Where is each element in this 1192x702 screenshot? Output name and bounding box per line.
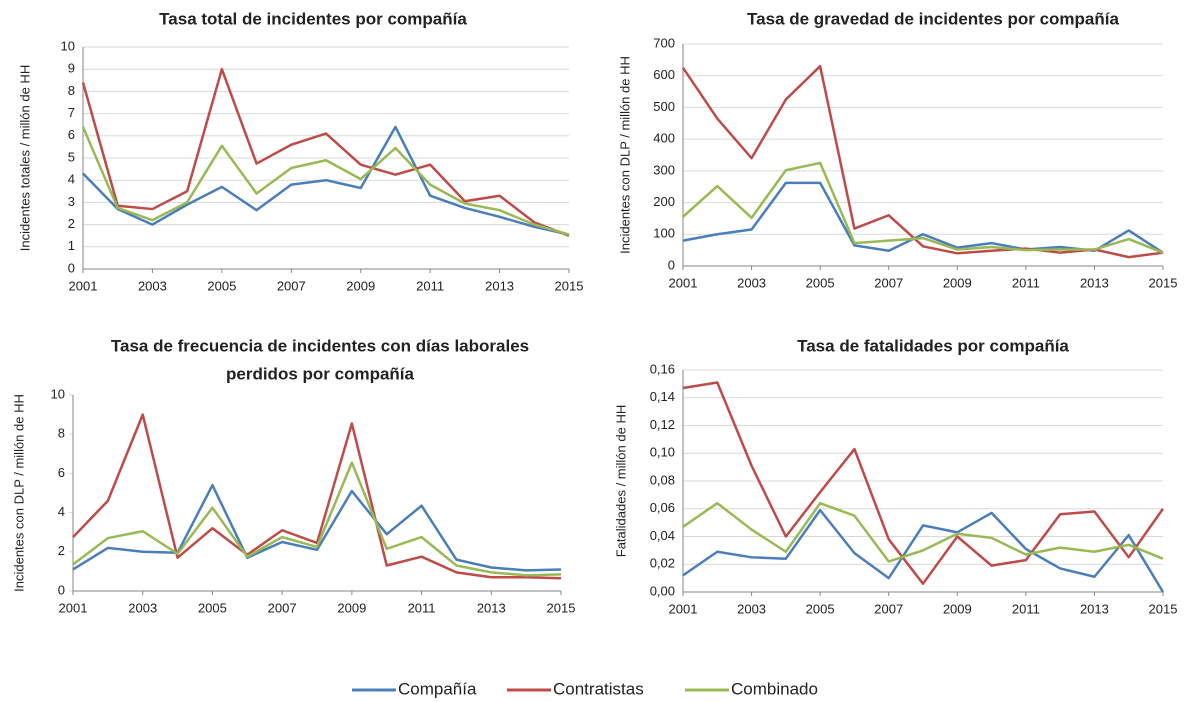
series-line	[682, 161, 1164, 254]
y-tick-label: 1	[68, 238, 75, 253]
y-tick-label: 8	[58, 426, 65, 441]
y-tick-label: 700	[653, 35, 675, 50]
x-tick-label: 2005	[198, 600, 227, 615]
chart-panel: Tasa de gravedad de incidentes por compa…	[617, 9, 1177, 290]
series-line	[682, 501, 1164, 563]
y-tick-label: 8	[68, 83, 75, 98]
legend: Compañía Contratistas Combinado	[352, 679, 818, 698]
x-tick-label: 2001	[669, 601, 698, 616]
y-axis-label: Incidentes con DLP / millón de HH	[11, 394, 26, 592]
legend-label: Combinado	[731, 679, 818, 698]
series-line	[682, 381, 1165, 585]
chart-title: perdidos por compañía	[226, 364, 415, 383]
y-tick-label: 10	[61, 38, 75, 53]
x-tick-label: 2015	[555, 278, 584, 293]
x-tick-label: 2013	[485, 278, 514, 293]
y-tick-label: 0,14	[650, 389, 675, 404]
y-tick-label: 0	[58, 582, 65, 597]
x-tick-label: 2005	[806, 601, 835, 616]
chart-panel: Tasa total de incidentes por compañía Inc…	[17, 9, 583, 293]
x-tick-label: 2003	[128, 600, 157, 615]
x-tick-label: 2015	[1149, 275, 1178, 290]
x-tick-label: 2003	[737, 601, 766, 616]
x-tick-label: 2011	[408, 600, 436, 615]
y-tick-label: 0,06	[650, 500, 675, 515]
x-tick-label: 2011	[1012, 601, 1040, 616]
x-tick-label: 2015	[1149, 601, 1178, 616]
x-tick-label: 2013	[1080, 275, 1109, 290]
x-tick-label: 2001	[669, 275, 698, 290]
x-tick-label: 2005	[207, 278, 236, 293]
legend-label: Compañía	[398, 679, 477, 698]
y-tick-label: 0,10	[650, 445, 675, 460]
y-tick-label: 0	[668, 257, 675, 272]
y-tick-label: 10	[51, 386, 65, 401]
y-tick-label: 500	[653, 99, 675, 114]
legend-label: Contratistas	[553, 679, 644, 698]
series-line	[681, 64, 1164, 259]
y-tick-label: 6	[58, 465, 65, 480]
y-tick-label: 4	[68, 172, 75, 187]
x-tick-label: 2001	[59, 600, 88, 615]
series-line	[81, 126, 570, 236]
x-tick-label: 2015	[547, 600, 576, 615]
x-tick-label: 2013	[1080, 601, 1109, 616]
series-line	[81, 67, 570, 237]
series-line	[682, 181, 1164, 254]
y-tick-label: 0	[68, 260, 75, 275]
y-tick-label: 2	[68, 216, 75, 231]
y-axis-label: Incidentes totales / millón de HH	[17, 65, 32, 251]
y-tick-label: 400	[653, 131, 675, 146]
y-tick-label: 3	[68, 194, 75, 209]
y-tick-label: 2	[58, 543, 65, 558]
y-tick-label: 7	[68, 105, 75, 120]
x-tick-label: 2005	[806, 275, 835, 290]
y-axis-label: Incidentes con DLP / millón de HH	[617, 56, 632, 254]
x-tick-label: 2011	[1012, 275, 1040, 290]
chart-title: Tasa total de incidentes por compañía	[159, 9, 467, 28]
chart-panel: Tasa de frecuencia de incidentes con día…	[11, 336, 575, 615]
x-tick-label: 2011	[416, 278, 444, 293]
y-axis-label: Fatalidades / millón de HH	[613, 405, 628, 557]
x-tick-label: 2001	[69, 278, 98, 293]
y-tick-label: 0,12	[650, 417, 675, 432]
y-tick-label: 4	[58, 504, 65, 519]
x-tick-label: 2009	[346, 278, 375, 293]
y-tick-label: 6	[68, 127, 75, 142]
chart-panel: Tasa de fatalidades por compañía Fatalida…	[613, 336, 1177, 616]
chart-title: Tasa de gravedad de incidentes por compa…	[747, 9, 1119, 28]
chart-title: Tasa de fatalidades por compañía	[797, 336, 1069, 355]
x-tick-label: 2003	[138, 278, 167, 293]
series-line	[72, 461, 562, 577]
x-tick-label: 2007	[874, 275, 903, 290]
x-tick-label: 2009	[337, 600, 366, 615]
y-tick-label: 0,02	[650, 556, 675, 571]
y-tick-label: 300	[653, 162, 675, 177]
y-tick-label: 0,04	[650, 528, 675, 543]
chart-title: Tasa de frecuencia de incidentes con día…	[111, 336, 529, 355]
x-tick-label: 2009	[943, 275, 972, 290]
series-line	[682, 508, 1165, 593]
x-tick-label: 2009	[943, 601, 972, 616]
y-tick-label: 5	[68, 149, 75, 164]
x-tick-label: 2007	[874, 601, 903, 616]
y-tick-label: 0,00	[650, 583, 675, 598]
x-tick-label: 2013	[477, 600, 506, 615]
y-tick-label: 0,16	[650, 361, 675, 376]
y-tick-label: 9	[68, 61, 75, 76]
x-tick-label: 2007	[268, 600, 297, 615]
y-tick-label: 200	[653, 194, 675, 209]
x-tick-label: 2007	[277, 278, 306, 293]
series-line	[72, 483, 562, 572]
y-tick-label: 0,08	[650, 472, 675, 487]
x-tick-label: 2003	[737, 275, 766, 290]
series-line	[82, 125, 570, 236]
y-tick-label: 100	[653, 226, 675, 241]
series-line	[72, 413, 562, 580]
y-tick-label: 600	[653, 67, 675, 82]
